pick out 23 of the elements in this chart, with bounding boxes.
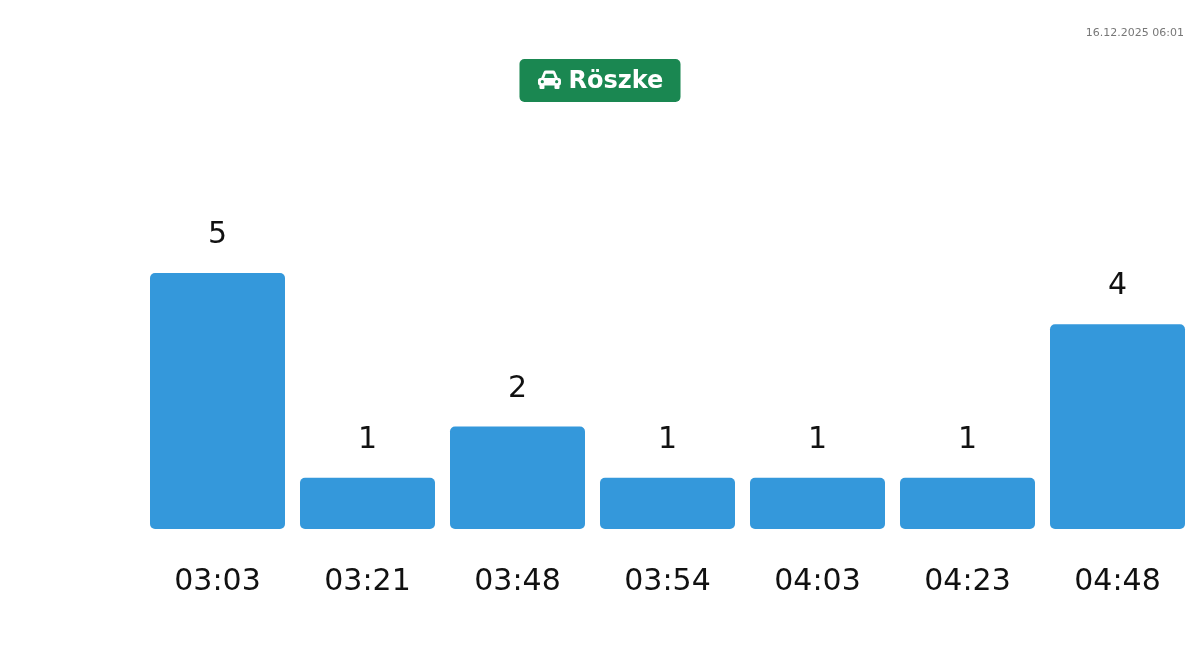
x-tick-label: 03:54 — [624, 562, 711, 597]
bar — [900, 477, 1035, 529]
data-label: 1 — [807, 419, 828, 455]
x-tick-label: 04:48 — [1074, 562, 1161, 597]
data-label: 2 — [507, 368, 528, 404]
data-label: 4 — [1107, 266, 1128, 302]
data-label: 5 — [207, 215, 228, 250]
x-tick-label: 04:03 — [774, 562, 861, 597]
bar — [1050, 324, 1185, 529]
x-tick-label: 03:48 — [474, 562, 561, 597]
bar — [450, 426, 585, 529]
chart-title: Röszke — [568, 66, 664, 94]
x-tick-label: 04:23 — [924, 562, 1011, 597]
data-label: 1 — [957, 419, 978, 455]
x-tick-label: 03:03 — [174, 562, 261, 597]
bar — [600, 477, 735, 529]
bar — [150, 273, 285, 529]
bar — [300, 477, 435, 529]
x-tick-label: 03:21 — [324, 562, 411, 597]
bar — [750, 477, 885, 529]
data-label: 1 — [657, 419, 678, 455]
data-label: 1 — [357, 419, 378, 455]
text: 16.12.2025 06:01 — [1085, 26, 1184, 39]
